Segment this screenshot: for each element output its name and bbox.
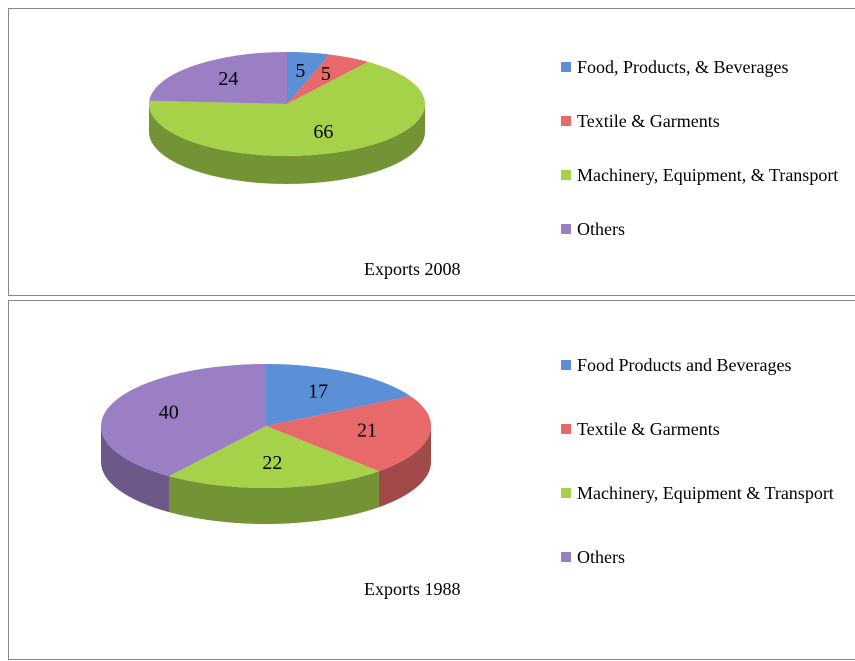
legend-item: Textile & Garments bbox=[561, 417, 855, 441]
legend-label: Machinery, Equipment & Transport bbox=[577, 483, 834, 503]
pie-chart: 17 21 22 40 bbox=[101, 364, 432, 525]
pie-side bbox=[149, 104, 425, 184]
legend-label: Others bbox=[577, 547, 625, 567]
data-label: 22 bbox=[262, 452, 282, 474]
legend-swatch bbox=[561, 360, 571, 370]
pie-side bbox=[101, 426, 170, 513]
legend-item: Machinery, Equipment & Transport bbox=[561, 481, 855, 505]
chart-panel: 5 5 66 24 Food, Products, & Beverages Textile… bbox=[8, 8, 855, 296]
legend-label: Others bbox=[577, 219, 625, 239]
data-label: 5 bbox=[295, 60, 305, 82]
legend-item: Others bbox=[561, 217, 855, 241]
legend-swatch bbox=[561, 224, 571, 234]
data-label: 66 bbox=[313, 121, 333, 143]
legend-item: Machinery, Equipment, & Transport bbox=[561, 163, 855, 187]
data-label: 5 bbox=[321, 63, 331, 85]
legend-swatch bbox=[561, 116, 571, 126]
chart-title: Exports 2008 bbox=[364, 259, 461, 279]
pie-side bbox=[378, 426, 431, 508]
pie-slice bbox=[266, 364, 411, 426]
pie-slice bbox=[148, 61, 425, 156]
pie-slice bbox=[101, 364, 266, 477]
legend-swatch bbox=[561, 552, 571, 562]
legend-swatch bbox=[561, 424, 571, 434]
legend-swatch bbox=[561, 62, 571, 72]
legend-swatch bbox=[561, 488, 571, 498]
legend-label: Machinery, Equipment, & Transport bbox=[577, 165, 839, 185]
pie-slice bbox=[169, 426, 379, 489]
chart-title: Exports 1988 bbox=[364, 579, 461, 599]
pie-slice bbox=[266, 396, 432, 472]
data-label: 24 bbox=[218, 68, 238, 90]
data-label: 17 bbox=[308, 381, 328, 403]
pie-side bbox=[169, 471, 379, 525]
legend-item: Food Products and Beverages bbox=[561, 353, 855, 377]
legend-label: Textile & Garments bbox=[577, 111, 720, 131]
legend-label: Food Products and Beverages bbox=[577, 355, 792, 375]
data-label: 40 bbox=[159, 402, 179, 424]
legend-item: Others bbox=[561, 545, 855, 569]
pie-slice bbox=[287, 52, 330, 104]
pie-chart: 5 5 66 24 bbox=[148, 52, 425, 184]
legend-label: Food, Products, & Beverages bbox=[577, 57, 789, 77]
pie-slice bbox=[287, 54, 369, 104]
chart-panel: 17 21 22 40 Food Products and Beverages Texti… bbox=[8, 300, 855, 660]
data-label: 21 bbox=[357, 420, 377, 442]
pie-slice bbox=[149, 52, 287, 104]
legend-swatch bbox=[561, 170, 571, 180]
legend-item: Textile & Garments bbox=[561, 109, 855, 133]
legend-item: Food, Products, & Beverages bbox=[561, 55, 855, 79]
legend-label: Textile & Garments bbox=[577, 419, 720, 439]
